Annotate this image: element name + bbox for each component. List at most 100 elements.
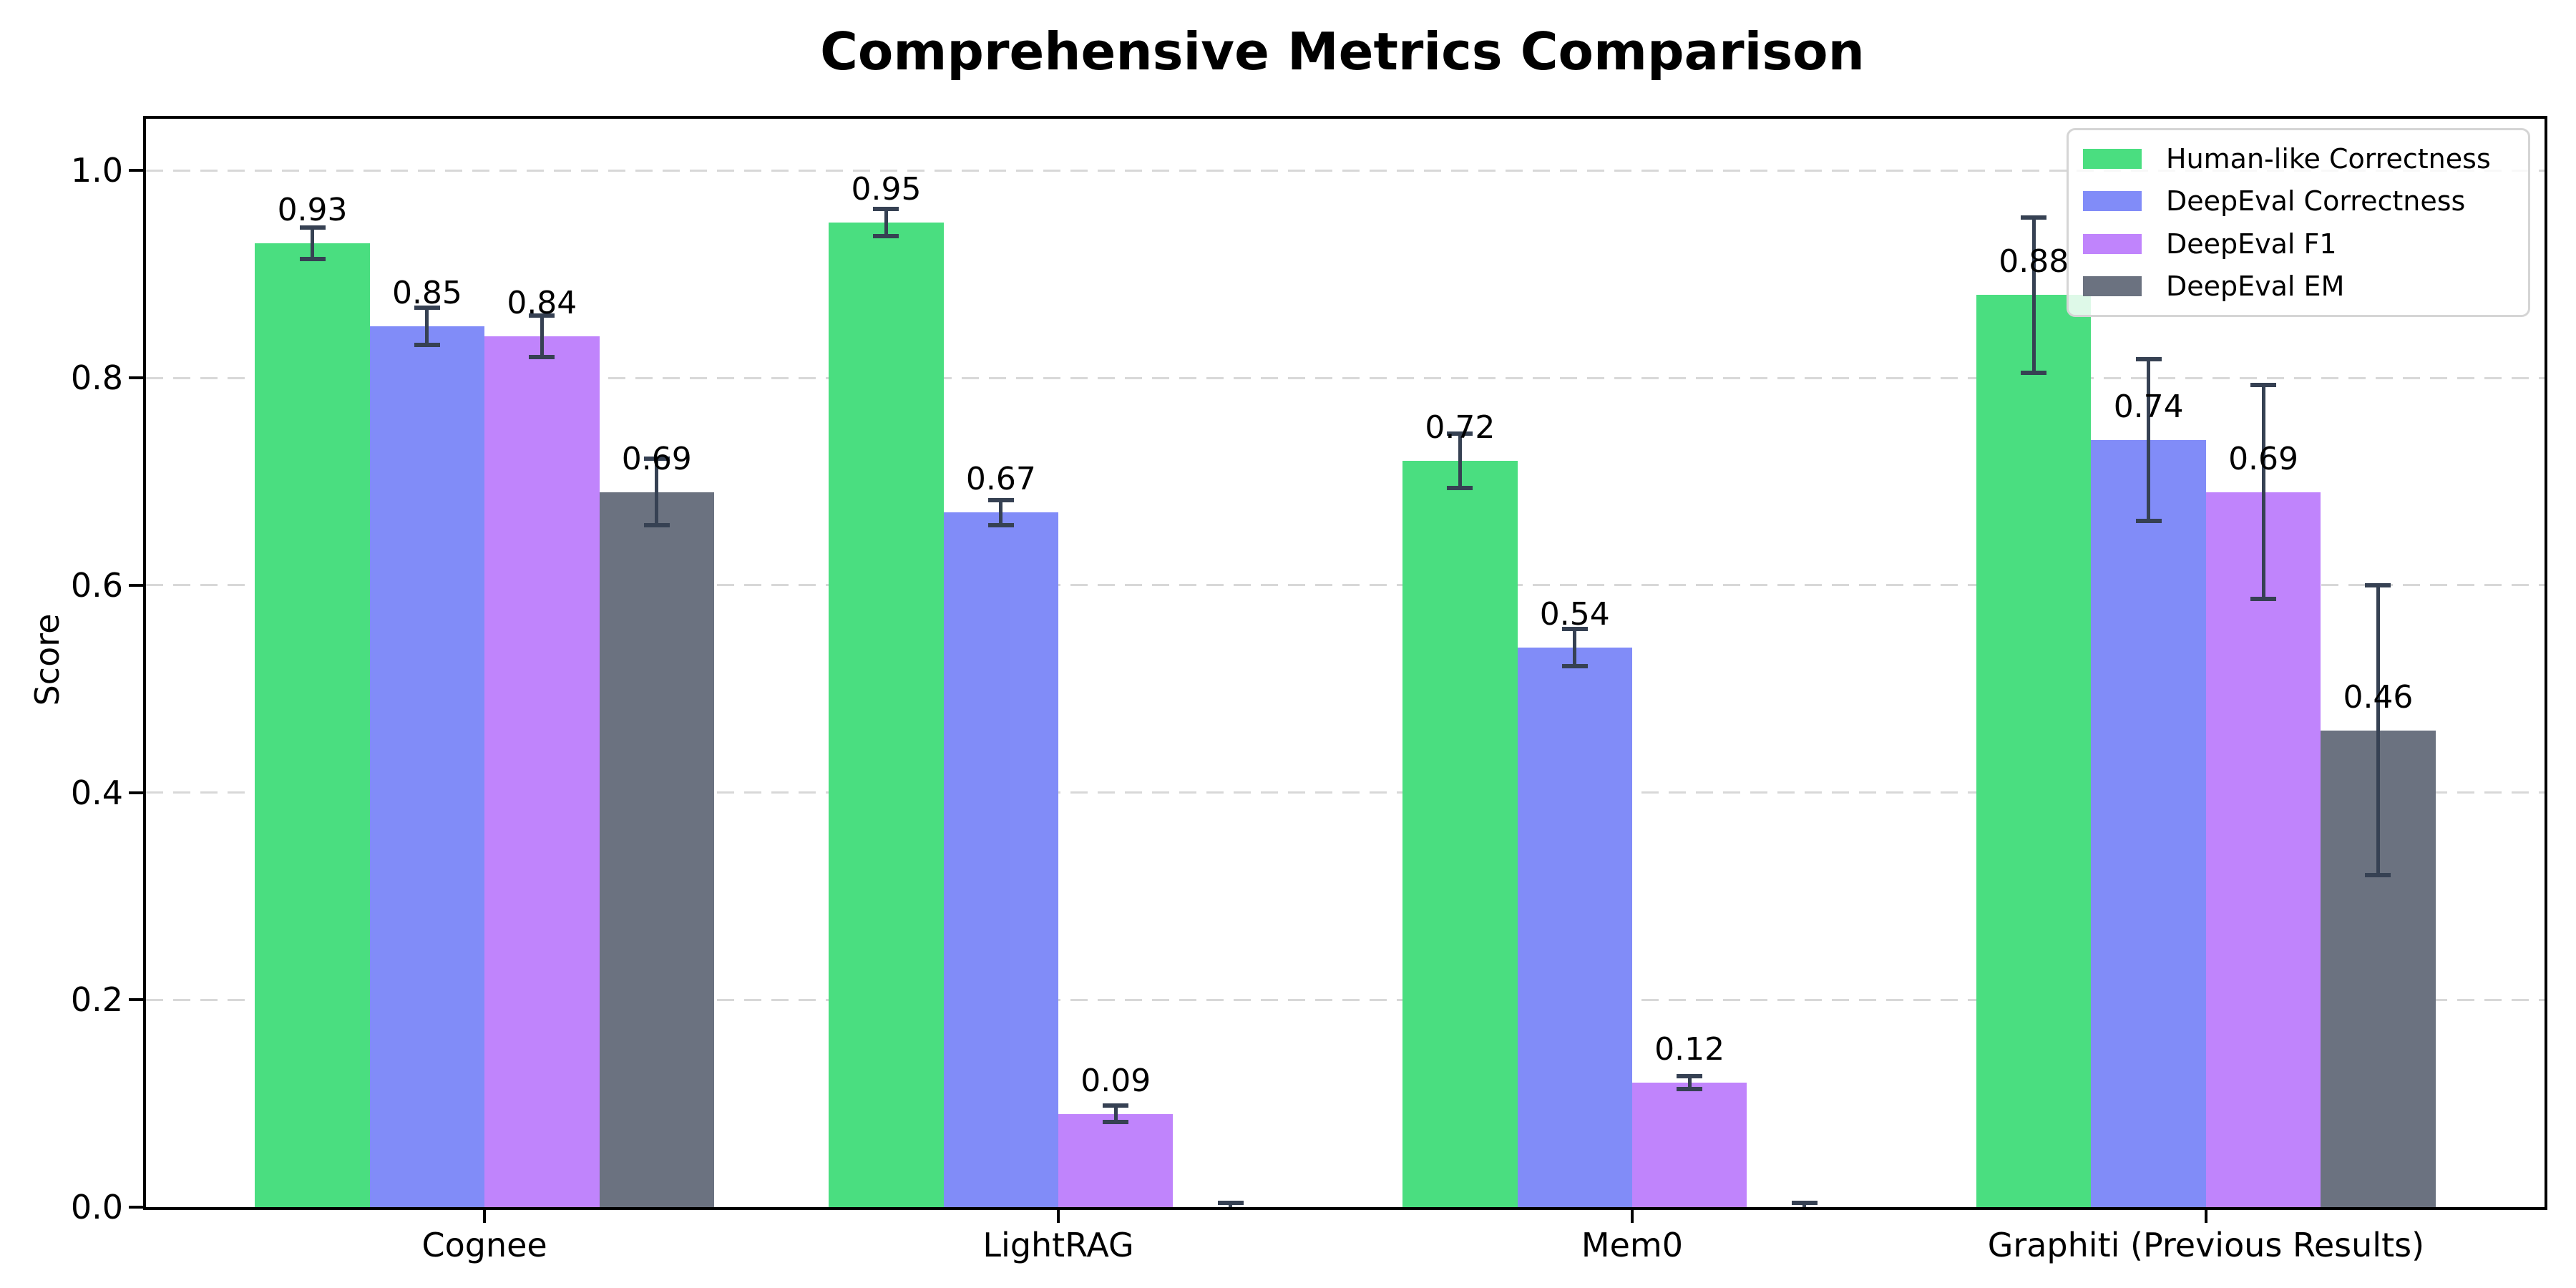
bar-value-label: 0.84: [507, 285, 577, 322]
error-bar-line: [655, 459, 659, 525]
bar-value-label: 0.12: [1654, 1031, 1725, 1068]
legend-item-label: DeepEval EM: [2166, 270, 2345, 303]
legend-item-label: DeepEval Correctness: [2166, 185, 2466, 218]
y-axis-label: Score: [28, 613, 67, 706]
bar-value-label: 0.72: [1425, 409, 1496, 447]
y-tick-label-0.8: 0.8: [70, 358, 123, 398]
bar-lightrag-1: [943, 512, 1059, 1207]
bar-lightrag-0: [829, 222, 944, 1207]
error-bar-cap-bottom: [873, 233, 899, 238]
y-tick-mark-1.0: [129, 169, 143, 172]
error-bar-cap-top: [299, 225, 326, 230]
error-bar-line: [1113, 1106, 1118, 1123]
bar-value-label: 0.67: [965, 461, 1036, 498]
x-tick-label-0: Cognee: [421, 1226, 547, 1264]
legend-item-1: DeepEval Correctness: [2083, 185, 2514, 217]
bar-value-label: 0.69: [621, 440, 692, 477]
bar-mem0-0: [1402, 461, 1518, 1207]
error-bar-line: [311, 228, 315, 259]
error-bar-cap-bottom: [1561, 663, 1588, 668]
legend-item-3: DeepEval EM: [2083, 270, 2514, 302]
bar-cognee-3: [599, 492, 714, 1207]
error-bar-line: [1458, 434, 1462, 488]
error-bar-cap-top: [2021, 215, 2047, 220]
error-bar-cap-top: [987, 498, 1014, 503]
x-tick-mark-1: [1057, 1210, 1060, 1223]
bar-value-label: 0.93: [277, 191, 348, 228]
error-bar-cap-top: [1677, 1074, 1703, 1079]
gridline-0.8: [146, 376, 2545, 379]
error-bar-cap-top: [873, 207, 899, 212]
bar-graphiti-2: [2205, 492, 2321, 1207]
legend: Human-like Correctness DeepEval Correctne…: [2067, 128, 2530, 317]
error-bar-cap-bottom: [1677, 1086, 1703, 1091]
error-bar-line: [2147, 359, 2151, 522]
error-bar-cap-bottom: [2135, 519, 2162, 524]
error-bar-cap-top: [1447, 431, 1473, 436]
error-bar-cap-top: [1103, 1103, 1129, 1108]
error-bar-cap-bottom: [1792, 1209, 1818, 1210]
y-tick-mark-0.8: [129, 376, 143, 380]
bar-value-label: 0.54: [1539, 595, 1610, 633]
chart-title: Comprehensive Metrics Comparison: [820, 21, 1865, 82]
error-bar-cap-bottom: [529, 355, 555, 360]
error-bar-cap-bottom: [2021, 370, 2047, 375]
error-bar-cap-top: [643, 457, 670, 462]
y-tick-mark-0.2: [129, 998, 143, 1002]
error-bar-line: [540, 316, 544, 358]
error-bar-cap-bottom: [1103, 1120, 1129, 1125]
legend-item-label: Human-like Correctness: [2166, 142, 2491, 175]
bar-value-label: 0.85: [391, 274, 462, 311]
error-bar-line: [2261, 385, 2265, 599]
x-tick-label-1: LightRAG: [982, 1226, 1134, 1264]
error-bar-cap-top: [1561, 626, 1588, 631]
bar-value-label: 0.69: [2228, 440, 2299, 477]
bar-value-label: 0.09: [1080, 1062, 1151, 1099]
legend-item-0: Human-like Correctness: [2083, 143, 2514, 175]
y-tick-label-0.0: 0.0: [70, 1188, 123, 1226]
legend-swatch-icon: [2083, 233, 2142, 254]
bar-cognee-1: [369, 326, 485, 1207]
legend-item-label: DeepEval F1: [2166, 228, 2337, 260]
legend-item-2: DeepEval F1: [2083, 228, 2514, 260]
bar-cognee-0: [255, 243, 370, 1207]
bar-mem0-1: [1517, 647, 1632, 1207]
bar-graphiti-0: [1976, 295, 2092, 1207]
y-tick-label-0.2: 0.2: [70, 980, 123, 1020]
error-bar-cap-bottom: [1447, 485, 1473, 490]
error-bar-cap-top: [1791, 1201, 1818, 1206]
x-tick-label-3: Graphiti (Previous Results): [1987, 1226, 2425, 1264]
legend-swatch-icon: [2083, 148, 2142, 169]
error-bar-cap-top: [2365, 582, 2391, 587]
bar-mem0-2: [1631, 1083, 1747, 1207]
error-bar-line: [999, 500, 1003, 525]
x-tick-mark-0: [483, 1210, 487, 1223]
gridline-0.4: [146, 791, 2545, 794]
bar-value-label: 0.88: [1999, 243, 2069, 280]
error-bar-cap-bottom: [2365, 873, 2391, 878]
y-tick-mark-0.0: [129, 1206, 143, 1209]
bar-value-label: 0.46: [2343, 678, 2414, 716]
error-bar-cap-bottom: [299, 256, 326, 261]
error-bar-cap-bottom: [2250, 596, 2277, 601]
x-tick-label-2: Mem0: [1581, 1226, 1683, 1264]
error-bar-line: [1687, 1076, 1692, 1089]
error-bar-line: [2376, 585, 2380, 876]
error-bar-cap-top: [2135, 357, 2162, 362]
bar-lightrag-2: [1058, 1113, 1174, 1207]
y-tick-label-1.0: 1.0: [70, 151, 123, 190]
bar-value-label: 0.74: [2113, 389, 2184, 426]
y-tick-label-0.4: 0.4: [70, 773, 123, 812]
error-bar-cap-top: [1217, 1201, 1244, 1206]
legend-swatch-icon: [2083, 191, 2142, 212]
gridline-0.2: [146, 998, 2545, 1001]
error-bar-line: [1573, 628, 1577, 666]
y-tick-mark-0.6: [129, 583, 143, 587]
bar-value-label: 0.95: [851, 170, 922, 208]
error-bar-line: [884, 209, 888, 236]
error-bar-cap-bottom: [414, 342, 440, 347]
error-bar-cap-top: [414, 305, 440, 310]
legend-swatch-icon: [2083, 276, 2142, 297]
error-bar-line: [2031, 217, 2036, 373]
